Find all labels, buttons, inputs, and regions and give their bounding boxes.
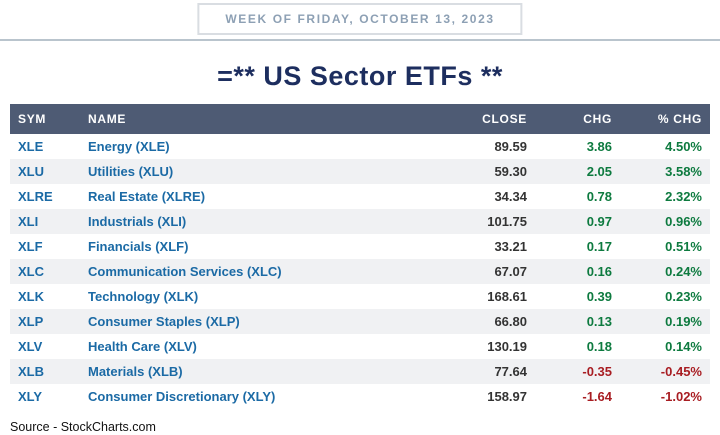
cell-pct-change: -1.02% — [660, 389, 702, 404]
cell-change: 0.78 — [586, 189, 612, 204]
cell-symbol: XLU — [18, 164, 44, 179]
page-title: =** US Sector ETFs ** — [217, 61, 503, 91]
cell-change: 0.16 — [586, 264, 612, 279]
week-banner: WEEK OF FRIDAY, OCTOBER 13, 2023 — [197, 3, 523, 35]
cell-symbol: XLV — [18, 339, 43, 354]
cell-sector-name: Health Care (XLV) — [88, 339, 197, 354]
table-body: XLE Energy (XLE) 89.59 3.86 4.50% XLU Ut… — [10, 134, 710, 409]
col-header-sym: SYM — [10, 104, 82, 134]
cell-symbol: XLY — [18, 389, 43, 404]
table-row: XLE Energy (XLE) 89.59 3.86 4.50% — [10, 134, 710, 159]
cell-close: 158.97 — [487, 389, 527, 404]
table-row: XLU Utilities (XLU) 59.30 2.05 3.58% — [10, 159, 710, 184]
cell-symbol: XLP — [18, 314, 44, 329]
table-row: XLB Materials (XLB) 77.64 -0.35 -0.45% — [10, 359, 710, 384]
cell-change: -1.64 — [582, 389, 612, 404]
cell-symbol: XLC — [18, 264, 44, 279]
cell-sector-name: Communication Services (XLC) — [88, 264, 282, 279]
cell-close: 67.07 — [494, 264, 527, 279]
cell-change: 0.97 — [586, 214, 612, 229]
cell-sector-name: Real Estate (XLRE) — [88, 189, 206, 204]
cell-close: 59.30 — [494, 164, 527, 179]
sector-table: SYM NAME CLOSE CHG % CHG XLE Energy (XLE… — [10, 104, 710, 409]
cell-change: -0.35 — [582, 364, 612, 379]
cell-pct-change: 2.32% — [665, 189, 702, 204]
cell-symbol: XLB — [18, 364, 44, 379]
banner-divider — [0, 39, 720, 41]
table-row: XLF Financials (XLF) 33.21 0.17 0.51% — [10, 234, 710, 259]
cell-sector-name: Energy (XLE) — [88, 139, 170, 154]
cell-pct-change: 0.96% — [665, 214, 702, 229]
cell-pct-change: 0.14% — [665, 339, 702, 354]
cell-sector-name: Consumer Staples (XLP) — [88, 314, 240, 329]
cell-close: 89.59 — [494, 139, 527, 154]
cell-symbol: XLF — [18, 239, 43, 254]
cell-pct-change: 0.23% — [665, 289, 702, 304]
cell-symbol: XLI — [18, 214, 39, 229]
col-header-name: NAME — [82, 104, 428, 134]
cell-pct-change: 0.24% — [665, 264, 702, 279]
col-header-pct-chg: % CHG — [618, 104, 710, 134]
table-header-row: SYM NAME CLOSE CHG % CHG — [10, 104, 710, 134]
cell-sector-name: Industrials (XLI) — [88, 214, 187, 229]
cell-pct-change: 0.51% — [665, 239, 702, 254]
cell-symbol: XLE — [18, 139, 44, 154]
cell-close: 77.64 — [494, 364, 527, 379]
cell-symbol: XLRE — [18, 189, 53, 204]
cell-pct-change: 3.58% — [665, 164, 702, 179]
col-header-chg: CHG — [533, 104, 618, 134]
cell-pct-change: 0.19% — [665, 314, 702, 329]
table-row: XLY Consumer Discretionary (XLY) 158.97 … — [10, 384, 710, 409]
table-row: XLRE Real Estate (XLRE) 34.34 0.78 2.32% — [10, 184, 710, 209]
cell-close: 66.80 — [494, 314, 527, 329]
cell-close: 33.21 — [494, 239, 527, 254]
cell-sector-name: Utilities (XLU) — [88, 164, 174, 179]
cell-close: 101.75 — [487, 214, 527, 229]
cell-symbol: XLK — [18, 289, 44, 304]
source-credit: Source - StockCharts.com — [10, 420, 156, 434]
table-row: XLP Consumer Staples (XLP) 66.80 0.13 0.… — [10, 309, 710, 334]
week-banner-label: WEEK OF FRIDAY, OCTOBER 13, 2023 — [225, 12, 495, 26]
cell-pct-change: -0.45% — [660, 364, 702, 379]
cell-change: 0.13 — [586, 314, 612, 329]
cell-pct-change: 4.50% — [665, 139, 702, 154]
cell-change: 0.18 — [586, 339, 612, 354]
cell-change: 2.05 — [586, 164, 612, 179]
table-row: XLV Health Care (XLV) 130.19 0.18 0.14% — [10, 334, 710, 359]
table-row: XLC Communication Services (XLC) 67.07 0… — [10, 259, 710, 284]
cell-sector-name: Technology (XLK) — [88, 289, 199, 304]
cell-sector-name: Consumer Discretionary (XLY) — [88, 389, 276, 404]
cell-close: 130.19 — [487, 339, 527, 354]
cell-change: 0.39 — [586, 289, 612, 304]
cell-sector-name: Materials (XLB) — [88, 364, 183, 379]
cell-change: 0.17 — [586, 239, 612, 254]
cell-change: 3.86 — [586, 139, 612, 154]
table-row: XLK Technology (XLK) 168.61 0.39 0.23% — [10, 284, 710, 309]
cell-close: 34.34 — [494, 189, 527, 204]
week-banner-area: WEEK OF FRIDAY, OCTOBER 13, 2023 — [0, 0, 720, 48]
cell-close: 168.61 — [487, 289, 527, 304]
table-row: XLI Industrials (XLI) 101.75 0.97 0.96% — [10, 209, 710, 234]
col-header-close: CLOSE — [428, 104, 533, 134]
cell-sector-name: Financials (XLF) — [88, 239, 189, 254]
